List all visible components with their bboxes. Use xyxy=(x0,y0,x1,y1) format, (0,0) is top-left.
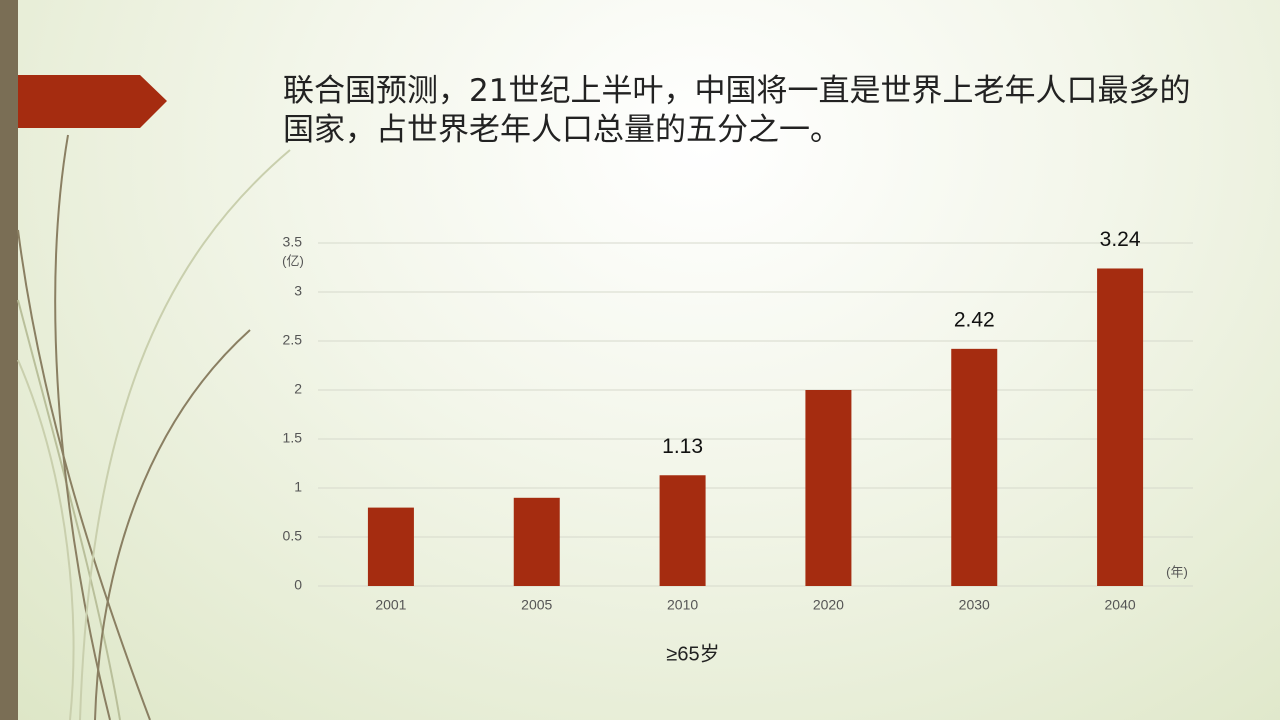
arrow-banner xyxy=(18,75,167,128)
bar xyxy=(513,497,560,586)
y-tick-label: 0 xyxy=(294,577,302,593)
value-label: 2.42 xyxy=(954,308,995,331)
bar xyxy=(659,475,706,586)
y-tick-label: 1 xyxy=(294,479,302,495)
x-tick-label: 2010 xyxy=(667,597,698,613)
x-axis-unit: (年) xyxy=(1166,564,1188,579)
decoration xyxy=(17,134,291,720)
bar xyxy=(805,390,852,586)
left-strip xyxy=(0,0,18,720)
x-tick-label: 2030 xyxy=(959,597,990,613)
x-tick-label: 2020 xyxy=(813,597,844,613)
y-tick-label: 3.5 xyxy=(283,234,303,250)
x-tick-label: 2005 xyxy=(521,597,552,613)
y-axis-unit: (亿) xyxy=(282,253,304,268)
y-tick-label: 1.5 xyxy=(283,430,303,446)
y-tick-label: 3 xyxy=(294,283,302,299)
x-tick-label: 2001 xyxy=(375,597,406,613)
value-label: 1.13 xyxy=(662,435,703,458)
value-label: 3.24 xyxy=(1100,228,1141,251)
bar xyxy=(951,348,998,586)
bar xyxy=(1097,268,1144,586)
bar xyxy=(367,507,414,586)
y-tick-label: 2 xyxy=(294,381,302,397)
slide-title: 联合国预测，21世纪上半叶，中国将一直是世界上老年人口最多的国家，占世界老年人口… xyxy=(283,73,1191,148)
x-tick-label: 2040 xyxy=(1105,597,1136,613)
y-tick-label: 2.5 xyxy=(283,332,303,348)
y-tick-label: 0.5 xyxy=(283,528,303,544)
series-label: ≥65岁 xyxy=(666,642,719,665)
